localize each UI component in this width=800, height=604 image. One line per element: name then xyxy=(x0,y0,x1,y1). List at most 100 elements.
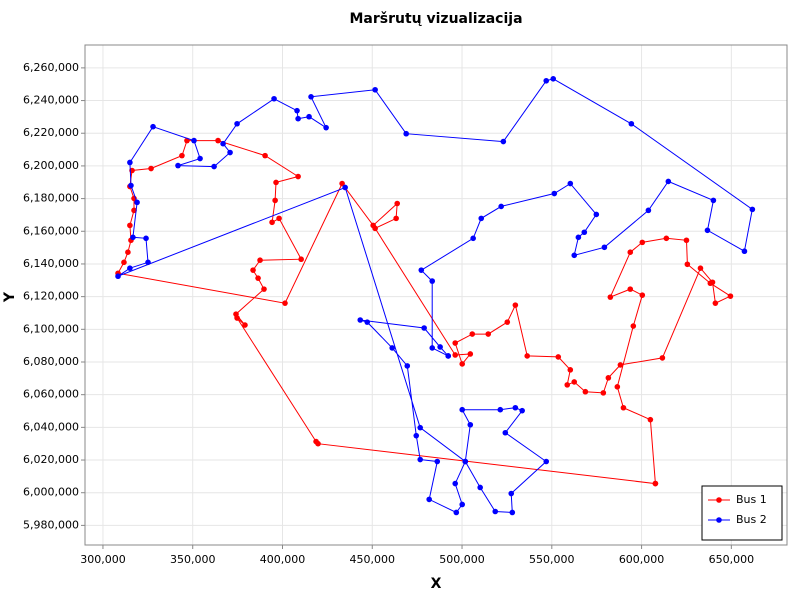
route-point xyxy=(485,331,492,337)
route-point xyxy=(452,340,459,346)
route-point xyxy=(437,344,443,350)
legend-marker xyxy=(716,497,722,503)
route-point xyxy=(257,257,263,263)
route-point xyxy=(452,352,459,358)
route-point xyxy=(497,406,504,413)
route-point xyxy=(508,490,515,497)
legend-box xyxy=(701,485,783,541)
route-point xyxy=(684,261,691,268)
route-point xyxy=(551,190,558,197)
plot-frame xyxy=(84,44,788,546)
route-point xyxy=(571,252,578,259)
y-tick-label: 6,160,000 xyxy=(23,224,79,237)
route-point xyxy=(492,508,499,515)
route-point xyxy=(564,382,571,388)
route-point xyxy=(469,331,476,337)
route-point xyxy=(306,113,312,120)
route-point xyxy=(459,501,466,508)
route-point xyxy=(394,200,401,207)
route-point xyxy=(417,424,424,431)
route-point xyxy=(659,355,666,361)
route-point xyxy=(467,421,474,428)
route-point xyxy=(294,107,300,114)
route-point xyxy=(429,345,436,351)
route-point xyxy=(459,406,466,413)
route-point xyxy=(295,115,301,122)
route-point xyxy=(543,77,550,84)
legend-label: Bus 2 xyxy=(736,513,767,526)
route-point xyxy=(614,384,621,390)
route-point xyxy=(707,280,714,287)
x-tick-label: 500,000 xyxy=(439,553,485,566)
route-point xyxy=(220,140,226,147)
route-point xyxy=(421,325,427,331)
route-point xyxy=(134,199,140,206)
route-point xyxy=(543,458,550,465)
route-point xyxy=(453,509,460,516)
route-point xyxy=(567,367,574,373)
route-point xyxy=(191,137,197,144)
route-point xyxy=(697,265,704,272)
route-point xyxy=(605,375,612,381)
route-point xyxy=(429,278,436,284)
route-point xyxy=(273,179,279,186)
route-point xyxy=(627,286,634,292)
route-point xyxy=(683,237,690,244)
route-point xyxy=(403,130,409,137)
route-point xyxy=(519,407,525,414)
y-tick-label: 6,040,000 xyxy=(23,420,79,433)
route-point xyxy=(710,197,717,204)
route-point xyxy=(607,294,614,300)
route-point xyxy=(313,438,319,445)
chart-title: Maršrutų vizualizacija xyxy=(349,11,522,27)
route-point xyxy=(509,509,516,516)
route-point xyxy=(417,456,424,463)
route-point xyxy=(502,429,509,436)
x-tick-label: 400,000 xyxy=(260,553,306,566)
route-point xyxy=(470,235,476,242)
route-point xyxy=(567,180,574,187)
route-point xyxy=(271,95,277,102)
route-point xyxy=(276,215,282,222)
route-point xyxy=(127,222,133,229)
route-point xyxy=(500,138,507,145)
route-point xyxy=(467,351,474,357)
route-point xyxy=(712,300,719,306)
route-point xyxy=(372,225,378,232)
route-point xyxy=(127,159,133,166)
y-tick-label: 6,060,000 xyxy=(23,388,79,401)
route-point xyxy=(741,248,748,255)
route-point xyxy=(364,319,371,325)
route-point xyxy=(234,120,240,127)
route-point xyxy=(233,311,239,317)
x-tick-label: 650,000 xyxy=(709,553,755,566)
route-point xyxy=(148,165,154,172)
x-tick-label: 300,000 xyxy=(80,553,126,566)
route-point xyxy=(413,432,420,439)
route-point xyxy=(143,235,149,242)
route-point xyxy=(282,300,288,306)
route-point xyxy=(639,239,646,246)
route-point xyxy=(512,302,519,308)
route-point xyxy=(269,219,275,226)
route-point xyxy=(342,184,348,191)
x-tick-label: 550,000 xyxy=(529,553,575,566)
route-point xyxy=(550,76,557,82)
route-point xyxy=(357,317,364,323)
x-tick-label: 600,000 xyxy=(619,553,665,566)
route-point xyxy=(272,197,278,204)
grid: 300,000 350,000 400,000 450,000 500,000 550,0… xyxy=(23,45,787,566)
route-point xyxy=(639,292,646,298)
route-point xyxy=(749,206,756,213)
route-point xyxy=(504,319,511,325)
route-point xyxy=(665,178,672,185)
route-point xyxy=(227,149,233,156)
route-point xyxy=(255,275,261,281)
route-point xyxy=(121,259,127,266)
route-point xyxy=(593,211,600,218)
route-point xyxy=(727,293,734,299)
route-point xyxy=(462,458,469,465)
route-point xyxy=(555,354,562,360)
route-point xyxy=(145,259,151,266)
